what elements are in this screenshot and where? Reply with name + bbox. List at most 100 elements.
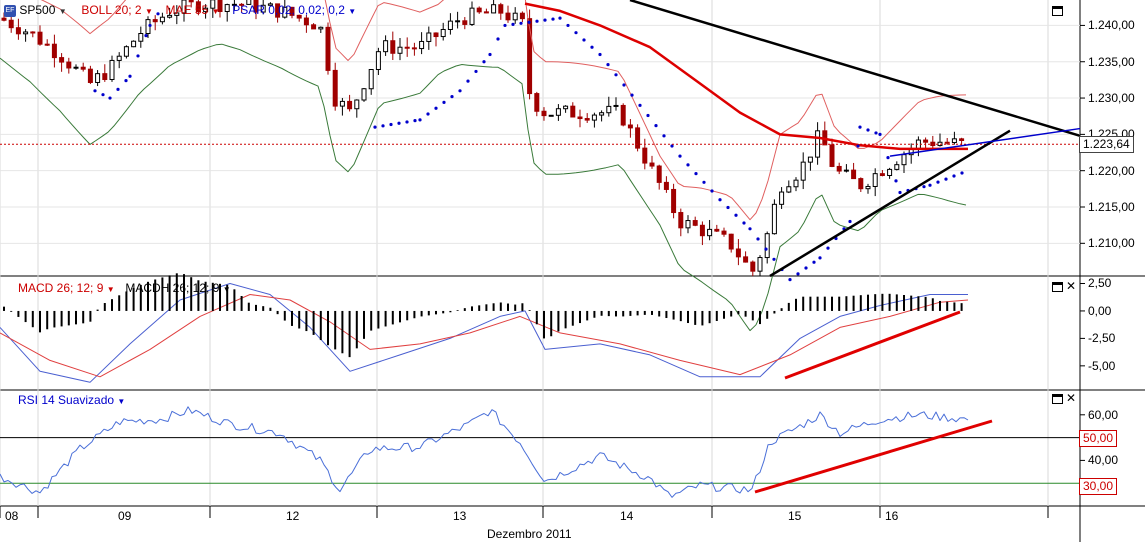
psar-dot xyxy=(874,131,878,135)
x-axis-month-label: Dezembro 2011 xyxy=(487,527,572,541)
psar-dot xyxy=(558,16,562,20)
macd-label[interactable]: MACD 26; 12; 9 xyxy=(18,281,104,295)
pane-maximize-icon[interactable] xyxy=(1052,282,1063,292)
candle-body xyxy=(318,26,324,30)
psar-dot xyxy=(960,171,964,175)
psar-dot xyxy=(413,119,417,123)
candle-body xyxy=(534,93,540,112)
candle-body xyxy=(59,57,65,63)
psar-dot xyxy=(856,144,860,148)
dropdown-arrow-icon[interactable]: ▼ xyxy=(144,7,153,16)
candle-body xyxy=(692,220,698,226)
dropdown-arrow-icon[interactable]: ▼ xyxy=(117,397,126,406)
x-tick-label: 14 xyxy=(620,509,634,523)
psar-dot xyxy=(894,179,898,183)
macdh-label[interactable]: MACDH 26; 12; 9 xyxy=(125,281,220,295)
psar-dot xyxy=(527,20,531,24)
rsi-level-30-label: 30,00 xyxy=(1079,478,1118,495)
psar-dot xyxy=(488,52,492,57)
candle-body xyxy=(123,46,129,57)
pane-close-icon[interactable]: ✕ xyxy=(1066,391,1077,405)
psar-dot xyxy=(474,69,478,74)
psar-dot xyxy=(866,128,870,132)
psar-dot xyxy=(426,112,430,116)
macd-divergence-line xyxy=(784,310,961,380)
candle-body xyxy=(649,162,655,167)
psar-dot xyxy=(511,22,515,26)
dropdown-arrow-icon[interactable]: ▼ xyxy=(58,7,67,16)
psar-dot xyxy=(678,154,682,158)
candle-body xyxy=(390,40,396,54)
x-tick-label: 08 xyxy=(5,509,19,523)
candle-body xyxy=(671,188,677,214)
y-tick-label: 1.235,00 xyxy=(1088,54,1135,69)
dropdown-arrow-icon[interactable]: ▼ xyxy=(211,7,220,16)
psar-dot xyxy=(638,103,642,107)
candle-body xyxy=(685,220,691,229)
candle-body xyxy=(469,7,475,25)
candle-body xyxy=(15,27,21,35)
psar-dot xyxy=(482,60,486,64)
y-tick-label: 2,50 xyxy=(1088,276,1112,291)
psar-dot xyxy=(156,12,160,16)
psar-dot xyxy=(756,237,760,241)
psar-dot xyxy=(622,83,626,87)
resistance-trendline xyxy=(629,0,1081,138)
y-tick-label: 1.230,00 xyxy=(1088,91,1135,106)
candle-body xyxy=(707,228,713,237)
rsi-line xyxy=(0,406,969,498)
candle-body xyxy=(296,14,302,19)
indicator-mae-label[interactable]: MAE 55 xyxy=(165,3,209,17)
dropdown-arrow-icon[interactable]: ▼ xyxy=(348,7,357,16)
indicator-psar-label[interactable]: PSAR 0,02; 0,02; 0,2 xyxy=(232,3,345,17)
candle-body xyxy=(887,168,893,177)
y-tick-label: 60,00 xyxy=(1088,407,1119,422)
candle-body xyxy=(836,165,842,172)
candle-body xyxy=(289,6,295,16)
candle-body xyxy=(800,161,806,181)
candle-body xyxy=(735,248,741,258)
psar-dot xyxy=(434,106,438,110)
candle-body xyxy=(375,51,381,71)
rsi-pane-title[interactable]: RSI 14 Suavizado ▼ xyxy=(18,393,125,409)
candle-body xyxy=(224,4,230,13)
rsi-label[interactable]: RSI 14 Suavizado xyxy=(18,393,115,407)
dropdown-arrow-icon[interactable]: ▼ xyxy=(222,285,231,294)
candle-body xyxy=(959,138,965,141)
psar-dot xyxy=(796,272,800,276)
candle-body xyxy=(750,261,756,272)
candle-body xyxy=(462,20,468,25)
pane-maximize-icon[interactable] xyxy=(1052,394,1063,404)
candle-body xyxy=(584,118,590,121)
psar-dot xyxy=(772,257,776,261)
candle-body xyxy=(923,139,929,143)
candle-body xyxy=(678,212,684,229)
psar-dot xyxy=(466,79,470,83)
pane-maximize-icon[interactable] xyxy=(1052,6,1063,16)
price-pane-title[interactable]: EF SP500 ▼ BOLL 20; 2 ▼ MAE 55 ▼ PSAR 0,… xyxy=(4,3,356,19)
psar-dot xyxy=(590,45,594,49)
x-tick-label: 15 xyxy=(788,509,802,523)
candle-body xyxy=(73,66,79,69)
candle-body xyxy=(642,147,648,164)
candle-body xyxy=(721,230,727,235)
candle-body xyxy=(728,233,734,250)
psar-dot xyxy=(670,144,674,148)
macd-pane-title[interactable]: MACD 26; 12; 9 ▼ MACDH 26; 12; 9 ▼ xyxy=(18,281,231,297)
dropdown-arrow-icon[interactable]: ▼ xyxy=(106,285,115,294)
candle-body xyxy=(354,99,360,110)
psar-dot xyxy=(582,38,586,42)
y-tick-label: 0,00 xyxy=(1088,303,1112,318)
indicator-boll-label[interactable]: BOLL 20; 2 xyxy=(81,3,142,17)
psar-dot xyxy=(922,185,926,189)
candle-body xyxy=(512,12,518,21)
psar-dot xyxy=(748,227,752,231)
candle-body xyxy=(663,181,669,190)
candle-body xyxy=(275,3,281,18)
psar-dot xyxy=(686,163,690,167)
y-tick-label: 1.240,00 xyxy=(1088,18,1135,33)
pane-close-icon[interactable]: ✕ xyxy=(1066,279,1077,293)
bollinger-lower-line xyxy=(0,43,967,332)
candle-body xyxy=(591,114,597,121)
